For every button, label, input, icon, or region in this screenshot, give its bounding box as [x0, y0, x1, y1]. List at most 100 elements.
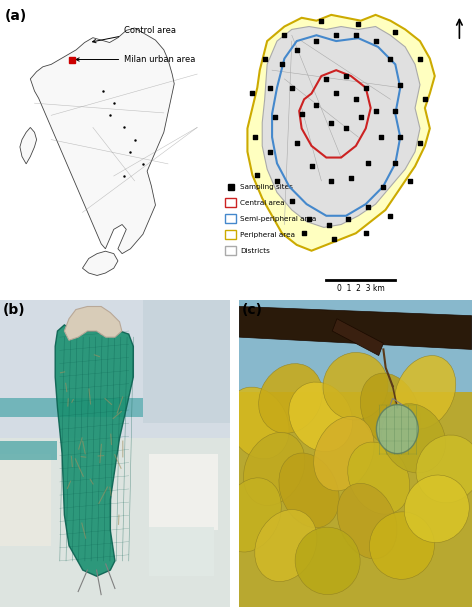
Point: [342, 123, 350, 133]
Point: [325, 219, 333, 229]
Point: [342, 71, 350, 81]
Ellipse shape: [289, 382, 353, 452]
Point: [396, 132, 404, 142]
Point: [301, 228, 308, 238]
Bar: [0, 438, 230, 607]
Point: [293, 138, 301, 148]
Text: Central area: Central area: [240, 200, 285, 206]
Point: [330, 234, 337, 244]
Point: [347, 173, 355, 183]
Point: [365, 158, 372, 168]
Point: [357, 112, 365, 121]
Point: [328, 176, 335, 186]
Ellipse shape: [416, 435, 474, 503]
Point: [392, 158, 399, 168]
Ellipse shape: [404, 475, 469, 543]
Ellipse shape: [348, 442, 410, 514]
Text: (b): (b): [2, 303, 25, 318]
Point: [352, 94, 360, 104]
Polygon shape: [247, 15, 435, 251]
Text: Peripheral area: Peripheral area: [240, 232, 295, 238]
Polygon shape: [82, 251, 118, 275]
Point: [281, 30, 288, 40]
Ellipse shape: [376, 405, 418, 454]
Bar: [239, 392, 472, 607]
Point: [261, 54, 268, 64]
Point: [266, 147, 273, 156]
Point: [305, 214, 313, 224]
Bar: [0, 454, 51, 546]
Point: [251, 132, 259, 142]
Point: [288, 83, 296, 93]
Point: [332, 30, 340, 40]
Polygon shape: [64, 306, 122, 340]
Point: [372, 106, 379, 116]
Ellipse shape: [382, 404, 446, 473]
Ellipse shape: [360, 373, 420, 448]
Ellipse shape: [295, 527, 360, 595]
Ellipse shape: [314, 416, 374, 491]
Point: [278, 59, 286, 69]
Point: [345, 214, 352, 224]
Text: (c): (c): [242, 303, 263, 318]
Point: [387, 54, 394, 64]
Ellipse shape: [259, 364, 322, 433]
Bar: [225, 246, 237, 256]
Polygon shape: [20, 128, 36, 164]
Point: [273, 176, 281, 186]
Bar: [225, 214, 237, 223]
Point: [288, 196, 296, 206]
Text: 0  1  2  3 km: 0 1 2 3 km: [337, 284, 385, 294]
Text: Milan urban area: Milan urban area: [76, 55, 196, 64]
Bar: [0, 441, 57, 460]
Point: [266, 83, 273, 93]
Polygon shape: [30, 28, 174, 254]
Ellipse shape: [337, 483, 397, 559]
Point: [416, 54, 424, 64]
Point: [406, 176, 414, 186]
Ellipse shape: [279, 453, 339, 528]
Point: [392, 28, 399, 37]
Bar: [0, 300, 230, 438]
Ellipse shape: [395, 356, 456, 429]
Point: [421, 94, 428, 104]
Point: [352, 30, 360, 40]
Bar: [149, 454, 219, 530]
Bar: [0, 398, 230, 417]
Ellipse shape: [255, 509, 317, 582]
Text: Semi-peripheral area: Semi-peripheral area: [240, 216, 316, 222]
Point: [379, 181, 387, 191]
Point: [318, 16, 325, 26]
Ellipse shape: [220, 478, 282, 552]
Bar: [239, 300, 472, 438]
Ellipse shape: [369, 512, 435, 579]
Ellipse shape: [227, 387, 289, 459]
Bar: [149, 527, 214, 576]
Point: [332, 89, 340, 99]
Text: Sampling sites: Sampling sites: [240, 184, 293, 189]
Point: [248, 89, 256, 99]
Point: [293, 45, 301, 55]
Point: [322, 74, 330, 84]
Bar: [225, 198, 237, 207]
Point: [298, 109, 305, 119]
Text: Districts: Districts: [240, 248, 270, 254]
Point: [271, 112, 278, 121]
Point: [387, 211, 394, 221]
Point: [355, 18, 362, 28]
Polygon shape: [262, 26, 420, 227]
Point: [313, 36, 320, 46]
Polygon shape: [332, 319, 383, 356]
Point: [362, 83, 370, 93]
Point: [313, 100, 320, 110]
Text: (a): (a): [5, 9, 27, 23]
Point: [365, 202, 372, 212]
Bar: [143, 300, 230, 423]
Point: [416, 138, 424, 148]
Point: [396, 80, 404, 89]
Point: [254, 170, 261, 180]
Point: [377, 132, 384, 142]
Point: [362, 228, 370, 238]
Bar: [225, 230, 237, 239]
Ellipse shape: [323, 352, 388, 420]
